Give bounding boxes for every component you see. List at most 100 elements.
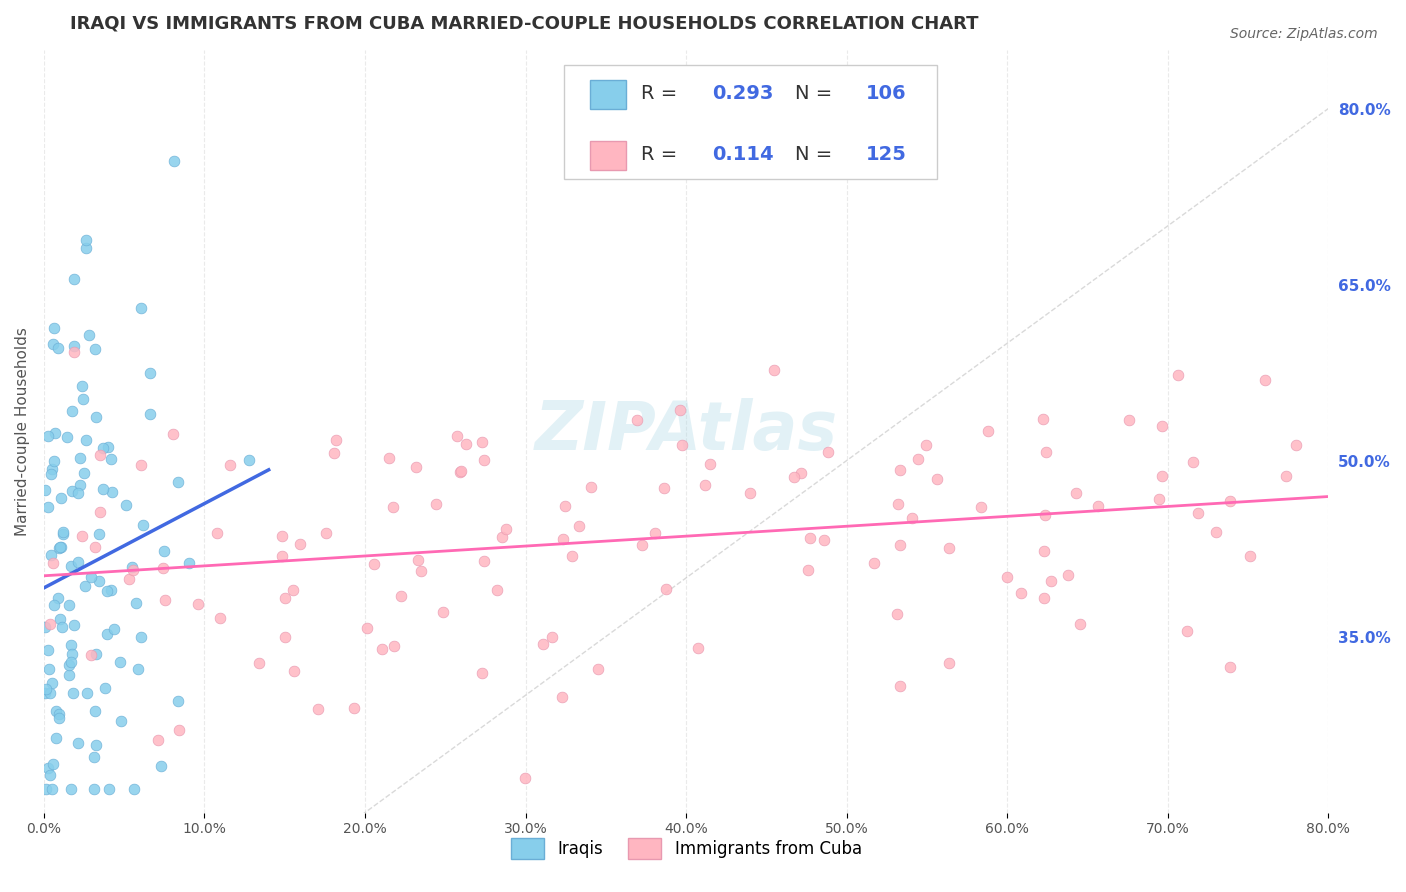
Point xyxy=(813,533,835,547)
Point xyxy=(167,693,190,707)
Point xyxy=(626,413,648,427)
Point xyxy=(553,533,575,547)
Point xyxy=(1118,413,1140,427)
Point xyxy=(59,638,82,652)
Point xyxy=(39,686,62,700)
Point xyxy=(83,782,105,797)
Text: R =: R = xyxy=(641,84,683,103)
Point xyxy=(70,379,93,393)
Point xyxy=(218,458,240,472)
Point xyxy=(91,482,114,496)
FancyBboxPatch shape xyxy=(589,141,626,169)
Point xyxy=(132,517,155,532)
Point xyxy=(76,686,98,700)
Point xyxy=(274,591,297,605)
Point xyxy=(1187,506,1209,520)
Point xyxy=(86,409,108,424)
Point xyxy=(131,458,153,473)
Point xyxy=(41,548,63,562)
Point xyxy=(75,579,97,593)
Point xyxy=(889,679,911,693)
Point xyxy=(450,464,472,478)
Point xyxy=(42,337,65,351)
Point xyxy=(907,451,929,466)
Point xyxy=(382,640,405,654)
Point xyxy=(115,498,138,512)
Point xyxy=(288,537,311,551)
Point xyxy=(39,768,62,782)
Point xyxy=(411,564,433,578)
Point xyxy=(100,583,122,598)
Point xyxy=(139,366,162,380)
Point xyxy=(129,301,152,315)
Point xyxy=(561,549,583,563)
Point xyxy=(454,436,477,450)
Point xyxy=(495,522,517,536)
Point xyxy=(568,518,591,533)
Point xyxy=(1239,549,1261,563)
Point xyxy=(249,656,271,670)
Point xyxy=(817,444,839,458)
Point xyxy=(73,466,96,480)
Point xyxy=(363,558,385,572)
Point xyxy=(108,656,131,670)
Point xyxy=(432,605,454,619)
Point xyxy=(1175,624,1198,639)
Point xyxy=(60,558,83,573)
Point xyxy=(45,731,67,745)
Point xyxy=(695,478,717,492)
Point xyxy=(63,338,86,352)
Point xyxy=(62,686,84,700)
Point xyxy=(1219,493,1241,508)
Point xyxy=(83,704,105,718)
Point xyxy=(67,486,90,500)
Point xyxy=(371,641,394,656)
Y-axis label: Married-couple Households: Married-couple Households xyxy=(15,326,30,535)
Point xyxy=(1147,491,1170,506)
Point xyxy=(89,574,111,588)
Point xyxy=(915,438,938,452)
Point xyxy=(938,541,960,556)
Point xyxy=(42,598,65,612)
Point xyxy=(799,532,821,546)
Text: IRAQI VS IMMIGRANTS FROM CUBA MARRIED-COUPLE HOUSEHOLDS CORRELATION CHART: IRAQI VS IMMIGRANTS FROM CUBA MARRIED-CO… xyxy=(69,15,979,33)
Point xyxy=(783,470,806,484)
Point xyxy=(60,484,83,499)
Point xyxy=(69,450,91,465)
Point xyxy=(652,481,675,495)
FancyBboxPatch shape xyxy=(564,65,936,179)
Point xyxy=(37,500,59,514)
Point xyxy=(110,714,132,728)
Point xyxy=(100,452,122,467)
Point xyxy=(886,497,908,511)
Point xyxy=(84,541,107,555)
Point xyxy=(1275,469,1298,483)
Point xyxy=(51,491,73,505)
Point xyxy=(446,428,468,442)
Point xyxy=(1057,568,1080,582)
Point xyxy=(1069,617,1091,632)
Point xyxy=(41,782,63,797)
Text: R =: R = xyxy=(641,145,683,164)
Point xyxy=(927,473,949,487)
Point xyxy=(531,637,554,651)
Point xyxy=(48,541,70,556)
Text: Source: ZipAtlas.com: Source: ZipAtlas.com xyxy=(1230,27,1378,41)
Point xyxy=(554,499,576,513)
Point xyxy=(1254,373,1277,387)
Point xyxy=(1032,544,1054,558)
Text: 0.293: 0.293 xyxy=(711,84,773,103)
Point xyxy=(94,681,117,695)
Point xyxy=(37,761,59,775)
Point xyxy=(96,627,118,641)
Text: 0.114: 0.114 xyxy=(711,145,773,164)
Point xyxy=(579,480,602,494)
Point xyxy=(1033,591,1056,606)
Point xyxy=(83,750,105,764)
Point xyxy=(89,505,111,519)
Point xyxy=(1033,508,1056,522)
Point xyxy=(485,583,508,598)
Point xyxy=(1011,586,1033,600)
Point xyxy=(34,686,56,700)
Point xyxy=(80,648,103,662)
